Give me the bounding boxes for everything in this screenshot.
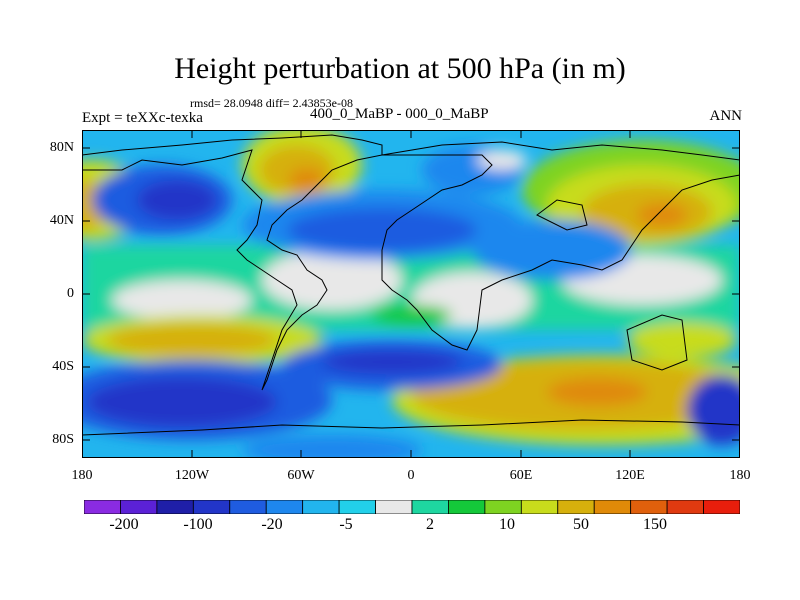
- colorbar-label: -5: [339, 516, 353, 533]
- colorbar-swatch: [520, 499, 559, 515]
- lon-tick-label: 0: [407, 468, 415, 483]
- lon-tick-label: 180: [729, 468, 751, 483]
- colorbar-swatch: [229, 499, 267, 515]
- colorbar-swatch: [593, 499, 632, 515]
- colorbar-swatch: [192, 499, 231, 515]
- colorbar-swatch: [265, 499, 304, 515]
- lat-tick-label: 80S: [52, 432, 74, 447]
- lon-tick-label: 120E: [615, 468, 645, 483]
- colorbar-swatch: [120, 499, 158, 515]
- lon-tick-label: 60W: [287, 468, 315, 483]
- colorbar-swatch: [411, 499, 449, 515]
- colorbar-label: -100: [183, 516, 213, 533]
- colorbar-swatch: [83, 499, 121, 515]
- colorbar-swatch: [302, 499, 340, 515]
- colorbar-swatch: [703, 499, 741, 515]
- season-label: ANN: [709, 108, 743, 124]
- colorbar-swatch: [666, 499, 704, 515]
- colorbar: [83, 499, 741, 515]
- colorbar-swatch: [630, 499, 668, 515]
- experiment-label: Expt = teXXc-texka: [82, 110, 203, 126]
- colorbar-swatch: [375, 499, 413, 515]
- colorbar-label: 2: [426, 516, 434, 533]
- lat-tick-label: 80N: [49, 140, 74, 155]
- coastlines: [82, 134, 740, 436]
- lon-tick-label: 180: [71, 468, 93, 483]
- colorbar-swatches: [83, 499, 741, 515]
- colorbar-swatch: [484, 499, 522, 515]
- contour-map: [82, 130, 740, 458]
- lat-tick-label: 40S: [52, 359, 74, 374]
- lat-tick-label: 0: [67, 286, 74, 301]
- colorbar-swatch: [448, 499, 486, 515]
- period-label: 400_0_MaBP - 000_0_MaBP: [310, 106, 489, 122]
- map-panel: [82, 130, 740, 458]
- colorbar-swatch: [156, 499, 194, 515]
- lon-tick-label: 120W: [174, 468, 210, 483]
- lat-tick-label: 40N: [49, 213, 74, 228]
- plot-title: Height perturbation at 500 hPa (in m): [174, 52, 626, 85]
- colorbar-label: 50: [573, 516, 589, 533]
- colorbar-label: 150: [643, 516, 667, 533]
- stats-line: rmsd= 28.0948 diff= 2.43853e-08: [190, 96, 353, 110]
- colorbar-label: 10: [499, 516, 515, 533]
- axis-ticks: [82, 130, 740, 458]
- colorbar-swatch: [338, 499, 376, 515]
- lon-tick-label: 60E: [509, 468, 533, 483]
- colorbar-label: -20: [261, 516, 283, 533]
- height-field: [82, 130, 740, 458]
- colorbar-label: -200: [109, 516, 139, 533]
- colorbar-swatch: [557, 499, 595, 515]
